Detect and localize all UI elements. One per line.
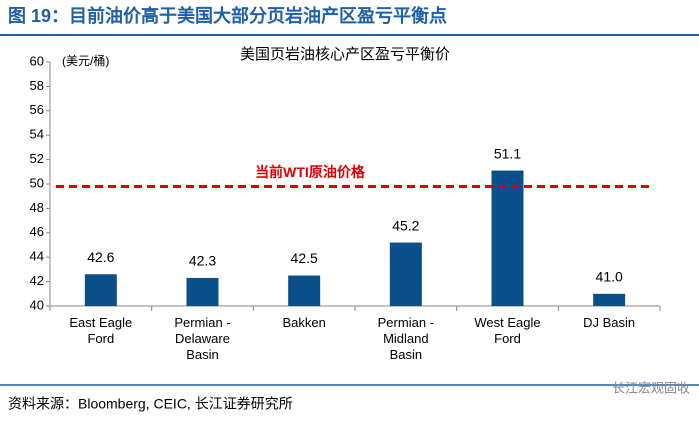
value-label: 45.2	[392, 217, 419, 233]
y-tick-label: 48	[30, 200, 44, 215]
y-tick-label: 58	[30, 78, 44, 93]
page-title: 图 19：目前油价高于美国大部分页岩油产区盈亏平衡点	[8, 5, 447, 26]
value-label: 41.0	[596, 269, 623, 285]
y-tick-label: 56	[30, 102, 44, 117]
value-label: 51.1	[494, 145, 521, 161]
bar	[593, 293, 626, 306]
watermark: 长江宏观固收	[612, 380, 690, 395]
value-label: 42.3	[189, 253, 216, 269]
y-tick-label: 44	[30, 249, 44, 264]
y-tick-label: 42	[30, 273, 44, 288]
bar	[84, 274, 117, 306]
x-tick-label: DJ Basin	[583, 315, 635, 330]
x-tick-label: East Eagle Ford	[69, 315, 132, 346]
x-tick-label: Permian -Delaware Basin	[174, 315, 230, 362]
bar	[186, 277, 219, 306]
source: 资料来源：Bloomberg, CEIC, 长江证券研究所	[8, 396, 293, 412]
bar	[288, 275, 321, 306]
y-tick-label: 46	[30, 224, 44, 239]
x-tick-label: Permian -Midland Basin	[378, 315, 434, 362]
y-tick-label: 40	[30, 297, 44, 312]
y-tick-label: 50	[30, 175, 44, 190]
value-label: 42.5	[291, 250, 318, 266]
bar	[389, 242, 422, 306]
y-tick-label: 52	[30, 151, 44, 166]
y-axis-label: (美元/桶)	[62, 53, 109, 68]
reference-label: 当前WTI原油价格	[255, 164, 366, 180]
value-label: 42.6	[87, 249, 114, 265]
y-tick-label: 54	[30, 127, 44, 142]
x-tick-label: West Eagle Ford	[474, 315, 540, 346]
x-tick-label: Bakken	[282, 315, 325, 330]
bar	[491, 170, 524, 306]
y-tick-label: 60	[30, 53, 44, 68]
chart-title: 美国页岩油核心产区盈亏平衡价	[240, 46, 450, 63]
